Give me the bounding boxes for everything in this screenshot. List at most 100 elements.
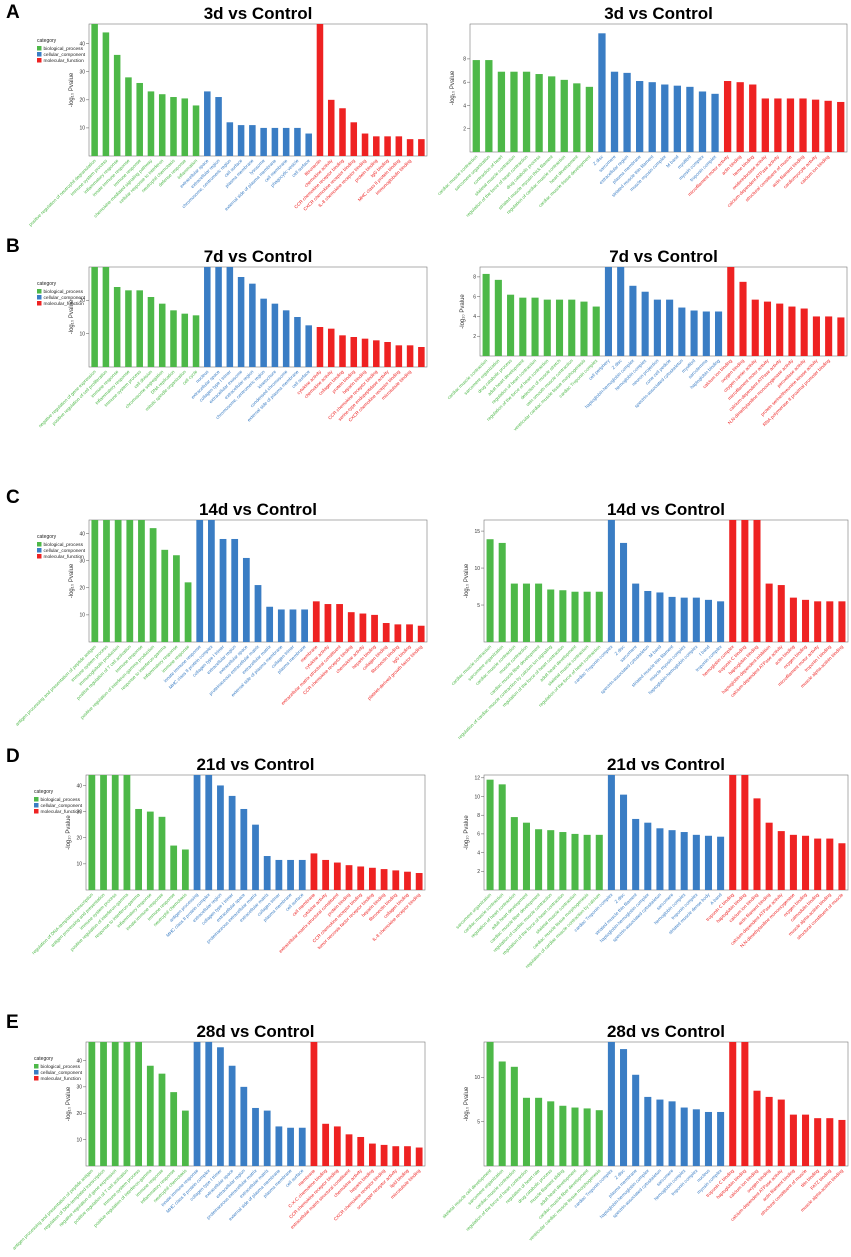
bar [741,520,749,642]
bar [359,613,367,642]
bar [125,290,132,367]
plot-frame [483,519,849,643]
bar [322,859,330,890]
bar [357,1136,365,1166]
legend-swatch [37,554,42,559]
bar [345,1134,353,1166]
y-axis-label: -log₁₀ Pvalue [66,1086,72,1121]
bar [192,105,200,156]
bar [678,307,686,356]
bar [111,1042,119,1166]
bar [680,832,688,890]
bar [741,775,749,890]
bar [641,291,649,356]
bar [661,84,669,152]
bar [260,127,267,156]
bar [777,831,785,890]
legend-entry: biological_process [44,289,84,295]
panel-label-D: D [6,746,20,767]
bar [535,1097,543,1166]
bar [666,299,674,356]
bar [146,1065,154,1166]
bar [91,267,98,367]
bar [727,267,735,356]
bar [692,834,700,890]
bar [753,1090,761,1166]
chart-title: 28d vs Control [607,1022,725,1041]
y-tick-label: 8 [473,275,476,281]
bar [219,538,227,642]
chart-title: 3d vs Control [604,4,713,23]
bar [686,86,694,152]
bar [310,1042,318,1166]
bar [418,347,425,367]
bar [88,1042,96,1166]
chart-title: 7d vs Control [204,247,313,266]
bar [749,84,757,152]
bar [173,555,180,642]
bar [802,835,810,890]
bar [336,604,343,642]
bar [811,99,820,152]
y-tick-label: 40 [76,1058,82,1064]
bar [729,775,737,890]
y-tick-label: 2 [473,334,476,340]
bar [723,81,732,152]
bar [498,1061,506,1166]
y-axis-label: -log₁₀ Pvalue [66,815,72,850]
bar [298,859,306,890]
bar [644,1096,652,1166]
y-axis-label: -log₁₀ Pvalue [464,563,470,598]
chart-title: 3d vs Control [204,4,313,23]
bar [138,520,145,642]
bar [717,836,725,890]
x-tick-label: negative regulation of gene expression [37,369,97,429]
bar [522,1097,530,1166]
bar [761,98,769,152]
bar [91,24,98,156]
legend-swatch [34,1076,39,1081]
bar [522,583,530,642]
x-tick-label: antigen processing and presentation of p… [11,1168,94,1251]
bar [312,601,320,642]
bar [604,267,612,356]
legend-entry: molecular_function [44,301,85,307]
y-tick-label: 20 [79,586,85,592]
bar [704,1111,712,1166]
legend-swatch [37,295,42,300]
bar [739,281,747,356]
bar [765,583,773,642]
legend-title: category [34,789,54,795]
y-tick-label: 40 [76,783,82,789]
bar [123,1042,131,1166]
bar [826,838,834,890]
bar [498,542,506,642]
bar [395,345,403,367]
legend-swatch [37,289,42,294]
bar [100,775,107,890]
bar [644,590,652,642]
bar [102,267,110,367]
y-tick-label: 10 [79,126,85,132]
bar [275,859,283,890]
bar [786,98,795,152]
bar [395,136,403,156]
bar [789,834,797,890]
bar [287,859,294,890]
bar [838,1119,846,1166]
bar [571,1107,579,1166]
y-tick-label: 20 [79,98,85,104]
panel-label-E: E [6,1012,19,1033]
bar [522,822,530,890]
bar [668,1101,676,1166]
y-tick-label: 2 [477,869,480,875]
bar [498,784,506,890]
y-tick-label: 20 [79,298,85,304]
bar [158,303,166,367]
bar [751,299,759,356]
bar [249,125,256,156]
legend-entry: molecular_function [41,809,82,815]
bar [149,528,157,642]
legend-swatch [34,803,39,808]
